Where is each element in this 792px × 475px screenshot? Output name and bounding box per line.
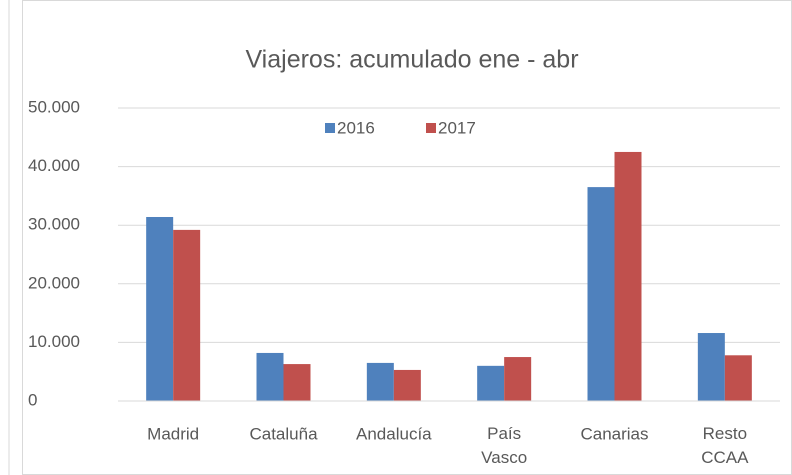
bar — [366, 362, 394, 401]
bar — [504, 357, 532, 401]
bar — [173, 229, 201, 401]
bar — [393, 369, 421, 401]
bar — [146, 216, 174, 401]
x-tick-label: Canarias — [580, 424, 648, 443]
x-tick-label: Resto CCAA — [701, 424, 749, 467]
y-tick-label: 50.000 — [28, 97, 80, 116]
bar — [614, 151, 642, 401]
bar — [724, 355, 752, 401]
bar — [697, 333, 725, 401]
legend-swatch — [426, 123, 436, 133]
y-tick-label: 0 — [28, 390, 37, 409]
x-tick-label: Cataluña — [249, 424, 318, 443]
y-tick-label: 20.000 — [28, 273, 80, 292]
bar — [477, 365, 505, 401]
bar — [587, 187, 615, 401]
y-tick-label: 30.000 — [28, 215, 80, 234]
y-tick-label: 40.000 — [28, 156, 80, 175]
x-tick-label: País Vasco — [481, 424, 527, 467]
bar — [256, 352, 284, 401]
chart-title: Viajeros: acumulado ene - abr — [245, 46, 578, 74]
legend-label: 2016 — [337, 118, 375, 137]
y-tick-label: 10.000 — [28, 332, 80, 351]
x-tick-label: Madrid — [147, 424, 199, 443]
legend-label: 2017 — [438, 118, 476, 137]
x-tick-label: Andalucía — [356, 424, 432, 443]
legend-swatch — [325, 123, 335, 133]
bar — [283, 364, 311, 401]
